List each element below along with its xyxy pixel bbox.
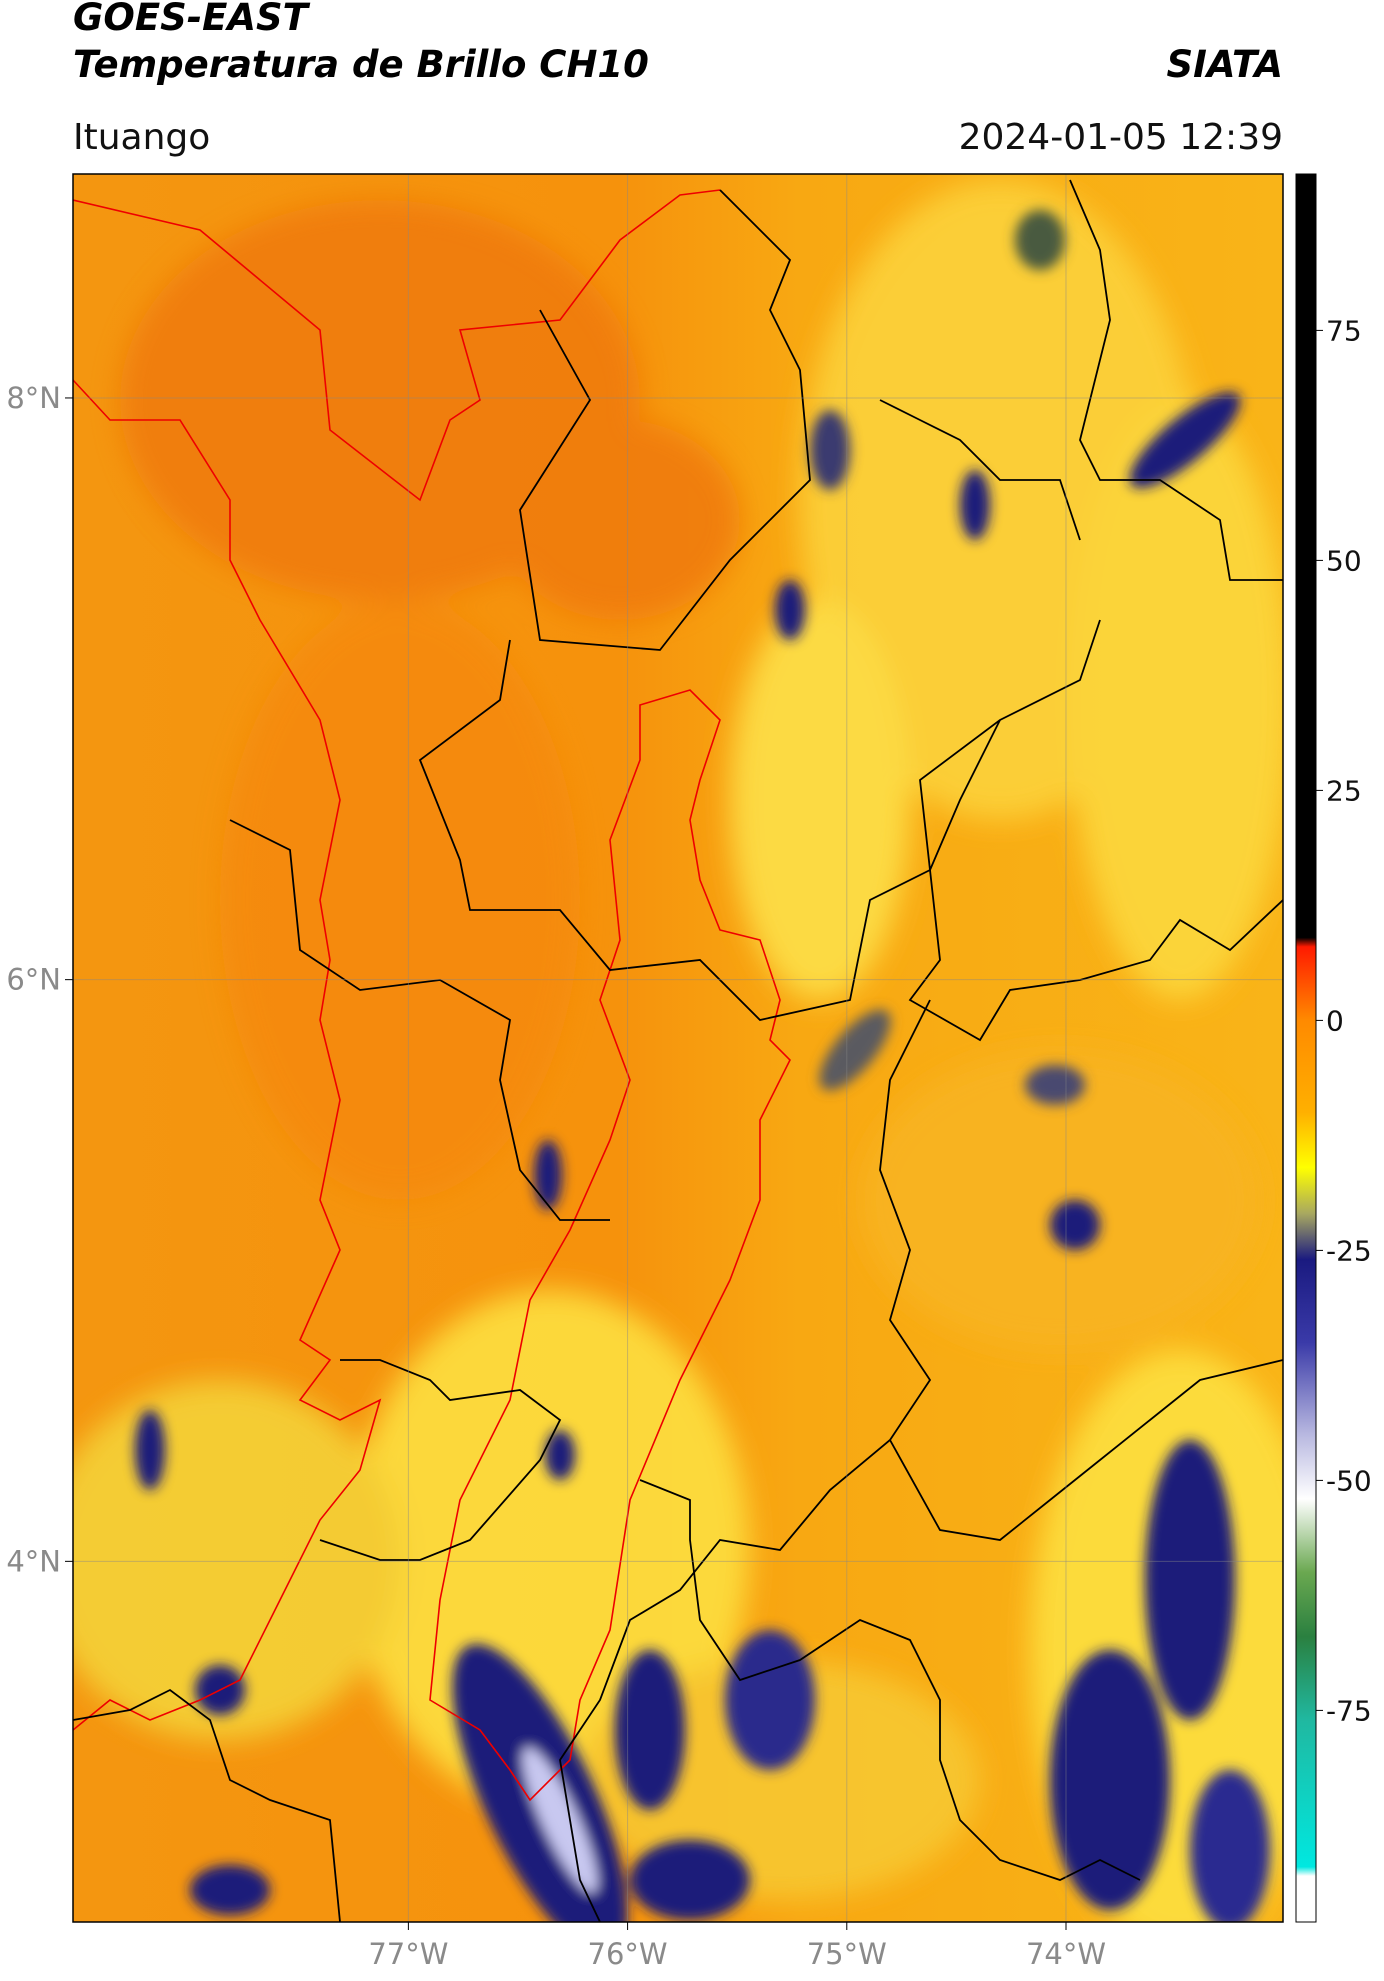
colorbar-tick-label: 75	[1326, 314, 1362, 347]
region: Ituango	[73, 117, 210, 158]
subtitle: Temperatura de Brillo CH10	[73, 43, 649, 86]
colorbar-tick-label: 25	[1326, 774, 1362, 807]
map-frame	[72, 173, 1284, 1923]
x-tick-label: 74°W	[1026, 1937, 1106, 1971]
title: GOES-EAST	[73, 0, 311, 39]
colorbar	[1295, 173, 1317, 1923]
y-tick-label: 6°N	[6, 963, 61, 997]
x-tick-label: 77°W	[368, 1937, 448, 1971]
colorbar-tick-label: -50	[1326, 1464, 1372, 1497]
colorbar-tick-label: -75	[1326, 1694, 1372, 1727]
x-tick-label: 75°W	[807, 1937, 887, 1971]
y-tick-label: 8°N	[6, 381, 61, 415]
source: SIATA	[1166, 43, 1283, 86]
datetime: 2024-01-05 12:39	[959, 117, 1283, 158]
colorbar-tick-label: 50	[1326, 544, 1362, 577]
satellite-image	[73, 174, 1283, 1922]
colorbar-tick-label: -25	[1326, 1234, 1372, 1267]
x-tick-label: 76°W	[588, 1937, 668, 1971]
colorbar-tick-label: 0	[1326, 1004, 1344, 1037]
y-tick-label: 4°N	[6, 1544, 61, 1578]
